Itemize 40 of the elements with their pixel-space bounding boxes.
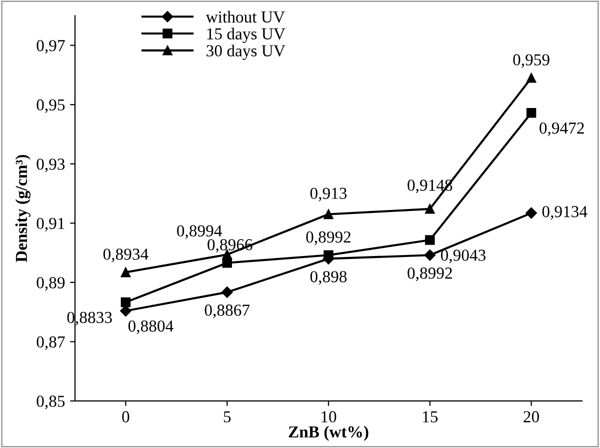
point xyxy=(526,207,537,219)
data-label: 0,9134 xyxy=(542,206,588,220)
y-tick-label: 0,93 xyxy=(36,158,65,172)
legend-label: 30 days UV xyxy=(206,44,286,60)
y-tick-label: 0,95 xyxy=(36,99,65,113)
data-label: 0,9472 xyxy=(540,122,584,136)
point xyxy=(425,235,435,245)
data-label: 0,8994 xyxy=(177,225,222,239)
data-label: 0,9043 xyxy=(440,250,486,264)
point xyxy=(120,297,131,308)
y-tick-label: 0,97 xyxy=(36,40,65,54)
x-tick-label: 15 xyxy=(423,411,438,422)
x-tick-label: 0 xyxy=(122,411,130,422)
point xyxy=(120,267,131,278)
data-label: 0,8867 xyxy=(204,304,250,318)
data-label: 0,959 xyxy=(513,54,550,68)
x-tick-label: 20 xyxy=(524,411,539,422)
x-tick-label: 10 xyxy=(322,411,336,422)
legend-label: 15 days UV xyxy=(207,28,286,43)
point xyxy=(324,250,334,260)
data-label: 0,8804 xyxy=(128,320,174,334)
y-tick-label: 0,85 xyxy=(36,396,65,410)
y-tick-label: 0,87 xyxy=(36,336,65,350)
x-tick-label: 5 xyxy=(224,411,231,422)
y-tick-label: 0,91 xyxy=(36,218,64,232)
point xyxy=(425,204,435,214)
point xyxy=(324,209,334,220)
point xyxy=(221,286,233,298)
data-label: 0,898 xyxy=(310,271,347,285)
point xyxy=(424,250,436,261)
point xyxy=(526,108,536,118)
y-axis-title: Density (g/cm³) xyxy=(15,154,31,262)
data-label: 0,8934 xyxy=(103,248,148,262)
x-axis-title: ZnB (wt%) xyxy=(288,426,368,441)
data-label: 0,913 xyxy=(310,188,347,202)
data-label: 0,8992 xyxy=(306,231,350,246)
data-label: 0,8992 xyxy=(408,268,452,282)
point xyxy=(526,73,536,83)
legend-label: without UV xyxy=(206,10,285,23)
y-tick-label: 0,89 xyxy=(36,277,65,291)
